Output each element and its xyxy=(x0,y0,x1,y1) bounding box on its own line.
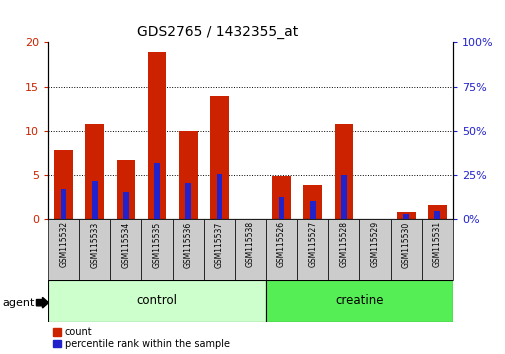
Bar xyxy=(272,176,290,219)
Text: GSM115533: GSM115533 xyxy=(90,221,99,268)
Bar xyxy=(141,219,172,280)
Bar xyxy=(178,131,197,219)
Bar xyxy=(340,175,346,219)
Bar xyxy=(328,219,359,280)
Bar xyxy=(278,198,284,219)
Bar xyxy=(390,219,421,280)
Bar xyxy=(48,280,266,322)
Bar xyxy=(85,124,104,219)
Bar xyxy=(79,219,110,280)
Bar xyxy=(216,175,222,219)
Bar xyxy=(427,205,446,219)
Text: GSM115529: GSM115529 xyxy=(370,221,379,267)
Bar xyxy=(185,183,190,219)
Text: GDS2765 / 1432355_at: GDS2765 / 1432355_at xyxy=(137,25,297,39)
Bar xyxy=(123,192,128,219)
Bar xyxy=(116,160,135,219)
Text: GSM115537: GSM115537 xyxy=(215,221,223,268)
Bar xyxy=(421,219,452,280)
Bar xyxy=(296,219,328,280)
Text: creatine: creatine xyxy=(334,295,383,307)
Text: GSM115535: GSM115535 xyxy=(152,221,161,268)
Bar xyxy=(372,218,377,219)
Bar xyxy=(54,149,73,219)
Bar xyxy=(266,280,452,322)
Bar xyxy=(266,219,296,280)
Text: GSM115534: GSM115534 xyxy=(121,221,130,268)
Bar xyxy=(92,181,97,219)
Bar xyxy=(396,212,415,219)
Text: GSM115526: GSM115526 xyxy=(277,221,285,267)
Bar xyxy=(210,96,228,219)
Bar xyxy=(334,124,352,219)
Text: GSM115538: GSM115538 xyxy=(245,221,255,267)
Text: GSM115532: GSM115532 xyxy=(59,221,68,267)
Bar xyxy=(310,201,315,219)
Bar xyxy=(234,219,266,280)
Bar xyxy=(204,219,234,280)
Bar xyxy=(247,218,253,219)
Text: agent: agent xyxy=(3,298,35,308)
Legend: count, percentile rank within the sample: count, percentile rank within the sample xyxy=(53,327,229,349)
Bar xyxy=(434,211,439,219)
Text: GSM115536: GSM115536 xyxy=(183,221,192,268)
Bar xyxy=(402,214,408,219)
Text: control: control xyxy=(136,295,177,307)
Bar xyxy=(147,52,166,219)
Bar xyxy=(172,219,204,280)
Bar xyxy=(110,219,141,280)
Bar xyxy=(154,163,160,219)
Bar xyxy=(303,185,322,219)
Bar xyxy=(61,188,66,219)
Bar xyxy=(48,219,79,280)
Text: GSM115531: GSM115531 xyxy=(432,221,441,267)
Bar xyxy=(359,219,390,280)
Text: GSM115530: GSM115530 xyxy=(401,221,410,268)
Text: GSM115528: GSM115528 xyxy=(339,221,348,267)
Text: GSM115527: GSM115527 xyxy=(308,221,317,267)
